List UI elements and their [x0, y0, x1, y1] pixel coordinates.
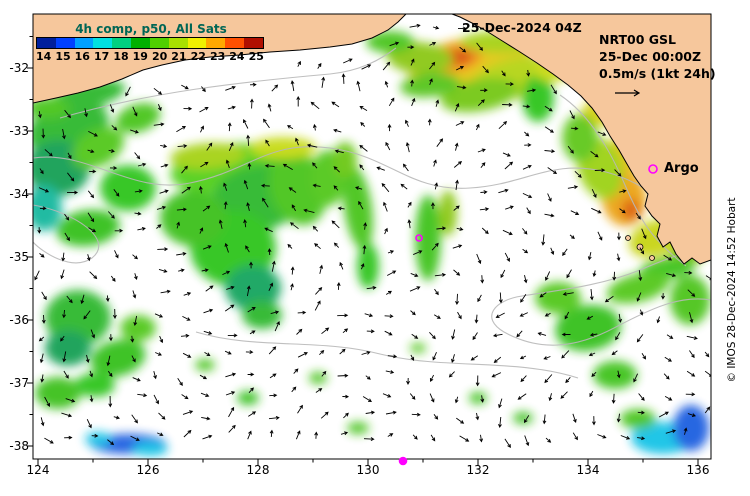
colorbar-tick-label: 25	[248, 50, 264, 63]
y-tick-label: -36	[9, 313, 29, 327]
colorbar-tick-label: 14	[36, 50, 52, 63]
colorbar-tick-label: 24	[229, 50, 245, 63]
vector-scale-arrow-icon	[613, 85, 716, 97]
colorbar-segment	[131, 38, 150, 48]
argo-label: Argo	[664, 161, 699, 176]
colorbar-segment	[55, 38, 75, 48]
x-tick-label: 124	[26, 463, 50, 477]
y-tick-label: -33	[9, 124, 29, 138]
x-tick-label: 130	[356, 463, 380, 477]
colorbar-title: 4h comp, p50, All Sats	[75, 22, 227, 36]
colorbar-tick-label: 16	[74, 50, 90, 63]
colorbar-segment	[187, 38, 207, 48]
colorbar-tick-label: 17	[93, 50, 110, 63]
colorbar-segment	[37, 38, 56, 48]
model-time: 25-Dec 00:00Z	[599, 49, 702, 64]
copyright-text: © IMOS 28-Dec-2024 14:52 Hobart	[726, 197, 738, 383]
model-name: NRT00 GSL	[599, 32, 677, 47]
x-tick-label: 132	[466, 463, 490, 477]
colorbar-segment	[74, 38, 94, 48]
x-tick-label: 134	[576, 463, 600, 477]
vector-scale-label: 0.5m/s (1kt 24h)	[599, 66, 716, 81]
colorbar-segment	[206, 38, 226, 48]
y-tick-label: -38	[9, 439, 29, 453]
colorbar-tick-label: 15	[55, 50, 71, 63]
colorbar-tick-label: 19	[132, 50, 148, 63]
model-info: NRT00 GSL 25-Dec 00:00Z 0.5m/s (1kt 24h)	[599, 31, 716, 97]
colorbar-tick-label: 23	[209, 50, 226, 63]
colorbar-tick-label: 18	[113, 50, 129, 63]
colorbar-tick-label: 22	[190, 50, 206, 63]
x-tick-label: 136	[686, 463, 710, 477]
colorbar-tick-label: 21	[171, 50, 187, 63]
colorbar-segment	[168, 38, 188, 48]
colorbar-segment	[112, 38, 132, 48]
datetime-label: 25-Dec-2024 04Z	[462, 20, 582, 35]
colorbar-segment	[93, 38, 113, 48]
y-tick-label: -37	[9, 376, 29, 390]
x-tick-label: 128	[246, 463, 270, 477]
x-tick-label: 126	[136, 463, 160, 477]
y-tick-label: -34	[9, 187, 29, 201]
y-tick-label: -35	[9, 250, 29, 264]
colorbar-tick-label: 20	[151, 50, 168, 63]
colorbar-gradient	[36, 37, 264, 49]
y-tick-label: -32	[9, 61, 29, 75]
colorbar-segment	[225, 38, 245, 48]
colorbar-tick-labels: 14 15 16 17 18 19 20 21 22 23 24 25	[34, 50, 266, 63]
colorbar-segment	[244, 38, 263, 48]
colorbar-segment	[149, 38, 169, 48]
colorbar: 4h comp, p50, All Sats 14 15 16 17 18 19…	[36, 22, 266, 63]
